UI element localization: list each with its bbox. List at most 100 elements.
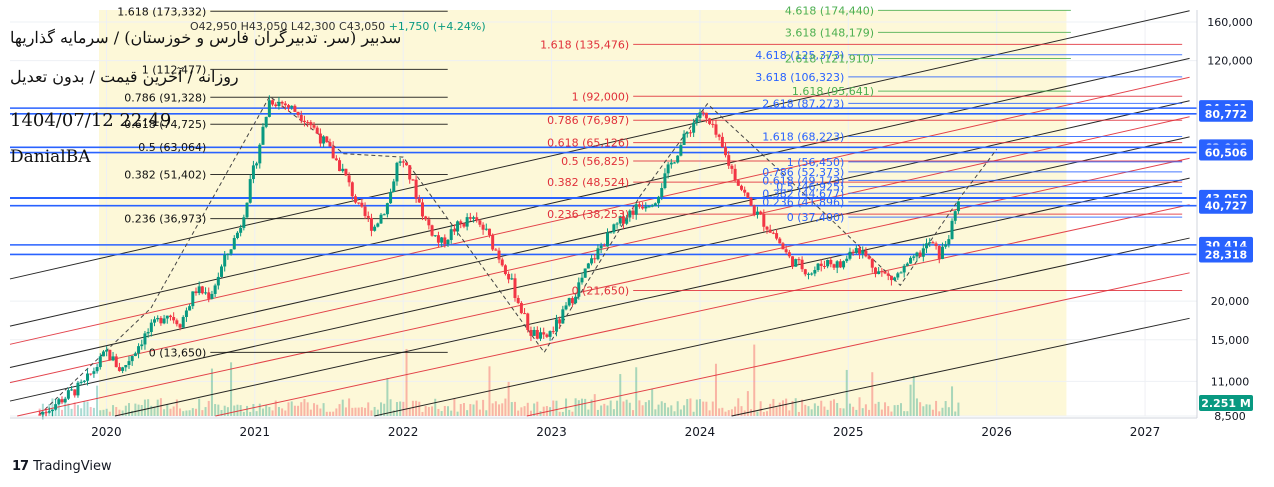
fib-level-label: 0.5 (56,825) — [561, 155, 629, 168]
candle-body — [727, 155, 731, 166]
volume-bar — [424, 405, 427, 416]
candle-body — [414, 179, 418, 199]
candle-body — [791, 256, 795, 267]
candle-body — [631, 210, 635, 215]
candle-body — [564, 305, 568, 310]
volume-bar — [899, 403, 902, 416]
candle-body — [826, 260, 830, 267]
volume-bar — [533, 403, 536, 416]
candle-body — [401, 161, 405, 163]
fib-level-label: 0.236 (36,973) — [124, 213, 206, 226]
axes: 2020 2021 2022 2023 2024 2025 2026 2027 160,000 1… — [10, 10, 1253, 439]
candle-body — [322, 136, 326, 144]
candle-body — [947, 239, 951, 245]
volume-bar — [105, 408, 108, 416]
candle-body — [637, 204, 641, 207]
volume-bar — [357, 407, 360, 416]
candle-body — [545, 334, 549, 337]
volume-bar — [695, 399, 698, 416]
volume-bar — [450, 410, 453, 416]
volume-bar — [903, 411, 906, 416]
volume-bar — [737, 398, 740, 416]
volume-bar — [785, 398, 788, 416]
volume-bar — [364, 407, 367, 416]
candle-body — [258, 144, 262, 164]
volume-bar — [596, 409, 599, 416]
candle-body — [79, 381, 83, 383]
candle-body — [864, 250, 868, 257]
volume-bar — [823, 406, 826, 416]
volume-bar — [660, 401, 663, 416]
fib-level-label: 0.236 (41,896) — [762, 196, 844, 209]
volume-bar — [517, 410, 520, 416]
candle-body — [778, 238, 782, 244]
volume-bar — [868, 409, 871, 416]
candle-body — [736, 180, 740, 186]
volume-bar — [491, 403, 494, 416]
volume-bar — [383, 403, 386, 416]
candle-body — [462, 223, 466, 227]
volume-bar — [182, 411, 185, 416]
volume-bar — [80, 408, 83, 416]
candle-body — [596, 248, 600, 260]
tradingview-brand[interactable]: 17 TradingView — [12, 459, 112, 474]
y-tick-label: 8,500 — [1214, 410, 1246, 423]
channel-line — [731, 317, 1190, 417]
candle-body — [832, 264, 836, 268]
candle-body — [325, 136, 329, 143]
volume-bar — [380, 402, 383, 416]
y-tick-label: 160,000 — [1207, 16, 1253, 29]
candle-body — [398, 161, 402, 163]
volume-bar — [510, 402, 513, 416]
fib-level-label: 0 (13,650) — [149, 346, 207, 359]
volume-bar — [536, 401, 539, 416]
volume-bar — [233, 405, 236, 416]
candle-body — [105, 349, 109, 352]
candle-body — [516, 297, 520, 303]
candle-body — [73, 389, 77, 396]
candle-body — [436, 235, 440, 243]
volume-bar — [226, 407, 229, 416]
volume-bar — [641, 405, 644, 416]
volume-bar — [852, 406, 855, 416]
volume-bar — [619, 374, 622, 416]
volume-bar — [351, 407, 354, 416]
candle-body — [159, 317, 163, 324]
candle-body — [41, 412, 45, 415]
volume-bar — [341, 399, 344, 416]
candle-body — [162, 318, 166, 324]
candle-body — [519, 302, 523, 314]
volume-bar — [265, 405, 268, 416]
candle-body — [124, 365, 128, 368]
channel-line — [9, 100, 1190, 368]
volume-bar — [804, 404, 807, 416]
volume-bar — [475, 400, 478, 416]
candle-body — [382, 214, 386, 216]
candle-body — [956, 201, 960, 212]
volume-bar — [223, 405, 226, 416]
volume-bar — [676, 401, 679, 416]
candle-body — [369, 217, 373, 231]
candle-body — [156, 317, 160, 320]
projection-line — [39, 95, 998, 415]
candle-body — [456, 221, 460, 232]
volume-bar — [466, 410, 469, 416]
candle-body — [50, 409, 54, 412]
volume-bar — [807, 406, 810, 416]
candle-body — [239, 227, 243, 233]
volume-bar — [686, 399, 689, 416]
candle-body — [417, 198, 421, 203]
price-tags: 84,24180,77262,90860,50643,17743,05040,7… — [1199, 100, 1253, 411]
volume-bar — [172, 406, 175, 416]
volume-bar — [600, 405, 603, 416]
candle-body — [277, 101, 281, 107]
volume-bar — [86, 401, 89, 416]
candle-body — [130, 356, 134, 362]
grid — [10, 10, 1197, 417]
candle-body — [532, 329, 536, 336]
volume-bar — [504, 398, 507, 416]
channel-line — [374, 237, 1190, 417]
volume-bar — [277, 406, 280, 416]
